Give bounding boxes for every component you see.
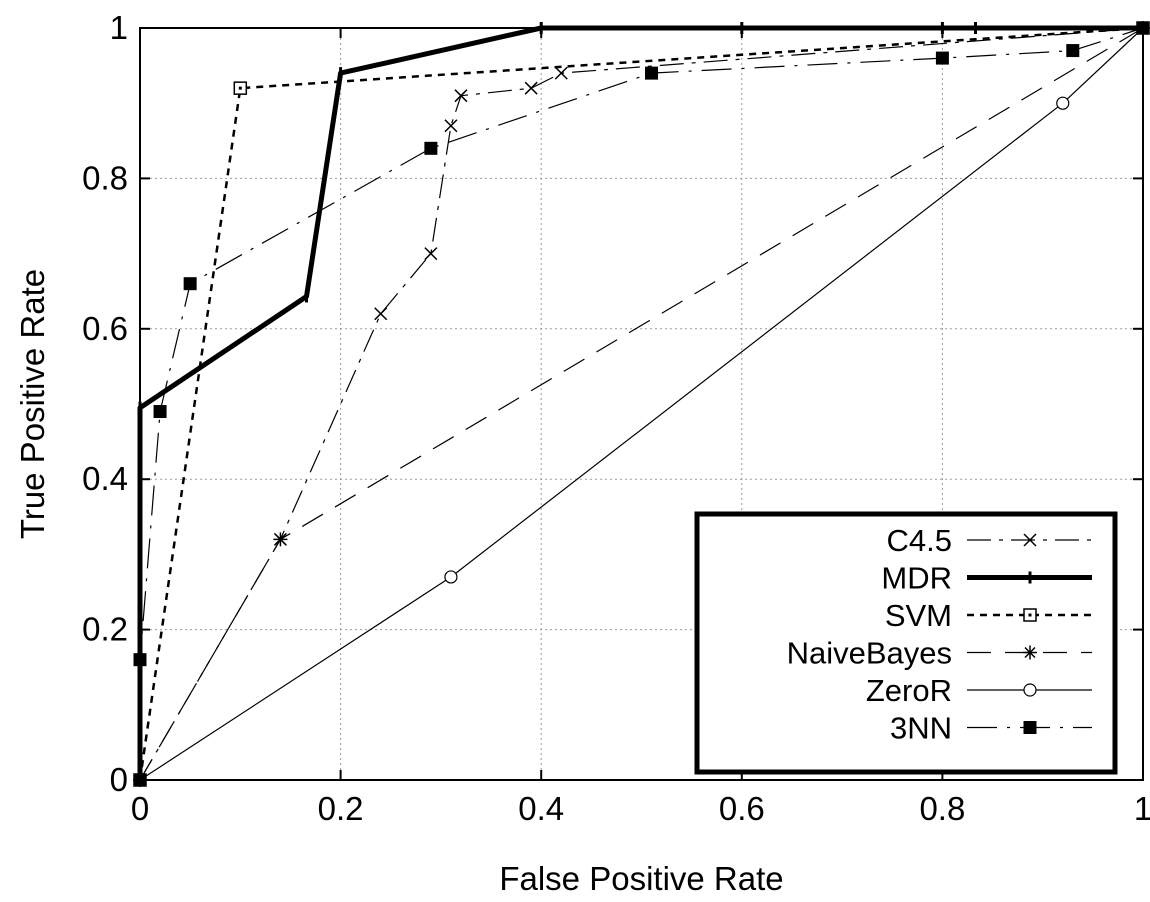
data-point-3nn-6 <box>935 51 949 65</box>
data-point-c4-5-3 <box>424 247 438 261</box>
series-line-mdr <box>137 25 1143 780</box>
x-tick-label: 0 <box>131 790 149 827</box>
legend-box <box>694 511 1118 775</box>
legend-marker-naivebayes-shape <box>1023 645 1037 660</box>
data-point-c4-5-5-shape <box>454 89 468 103</box>
data-point-3nn-0-shape <box>133 773 147 787</box>
data-point-3nn-4 <box>424 141 438 155</box>
series-line-svm <box>138 26 1144 781</box>
data-point-3nn-2 <box>153 405 167 419</box>
data-point-c4-5-2 <box>374 307 388 321</box>
y-tick-label: 0 <box>110 761 128 798</box>
series-line-3nn <box>139 27 1144 780</box>
data-point-svm-1-dot <box>238 86 242 90</box>
data-point-3nn-4-shape <box>424 141 438 155</box>
data-point-c4-5-6 <box>524 81 538 95</box>
y-tick-label: 0.4 <box>82 460 128 497</box>
legend-label-3nn: 3NN <box>890 711 952 746</box>
data-point-c4-5-4-shape <box>444 119 458 133</box>
data-point-c4-5-7 <box>554 66 568 80</box>
x-tick-label: 0.8 <box>919 790 965 827</box>
legend-marker-c4-5 <box>1023 533 1037 547</box>
data-point-3nn-8 <box>1136 21 1150 35</box>
legend-marker-3nn-shape <box>1023 721 1037 734</box>
data-point-zeror-1-shape <box>444 570 458 584</box>
series-line-zeror <box>139 27 1144 781</box>
x-axis-label: False Positive Rate <box>499 860 783 897</box>
y-tick-label: 1 <box>110 9 128 46</box>
y-tick-label: 0.6 <box>82 310 128 347</box>
data-point-c4-5-4 <box>444 119 458 133</box>
legend-marker-svm-dot <box>1028 613 1032 617</box>
data-point-c4-5-6-shape <box>524 81 538 95</box>
legend-marker-svm <box>1023 608 1037 622</box>
data-point-3nn-8-shape <box>1136 21 1150 35</box>
data-point-zeror-2 <box>1056 96 1070 110</box>
data-point-3nn-3-shape <box>183 277 197 291</box>
series-3nn <box>133 21 1150 787</box>
y-tick-label: 0.8 <box>82 159 128 196</box>
series-layer <box>133 21 1150 787</box>
data-point-3nn-7-shape <box>1066 44 1080 58</box>
data-point-naivebayes-1-shape <box>273 532 288 547</box>
legend-marker-zeror <box>1023 683 1037 697</box>
legend-label-svm: SVM <box>885 598 952 633</box>
x-tick-label: 0.6 <box>719 790 765 827</box>
legend-marker-3nn <box>1023 721 1037 734</box>
x-tick-label: 0.2 <box>318 790 364 827</box>
data-point-c4-5-5 <box>454 89 468 103</box>
data-point-3nn-3 <box>183 277 197 291</box>
data-point-svm-1 <box>233 81 248 95</box>
data-point-zeror-2-shape <box>1056 96 1070 110</box>
y-axis-label: True Positive Rate <box>14 269 51 539</box>
data-point-3nn-7 <box>1066 44 1080 58</box>
legend-label-c4-5: C4.5 <box>887 523 952 558</box>
data-point-zeror-1 <box>444 570 458 584</box>
legend-marker-zeror-shape <box>1023 683 1037 697</box>
x-tick-label: 1 <box>1134 790 1150 827</box>
data-point-3nn-5-shape <box>645 66 659 80</box>
data-point-3nn-1-shape <box>133 653 147 667</box>
data-point-3nn-6-shape <box>935 51 949 65</box>
y-tick-label: 0.2 <box>82 611 128 648</box>
x-tick-label: 0.4 <box>518 790 564 827</box>
legend-label-naivebayes: NaiveBayes <box>787 636 952 671</box>
data-point-3nn-2-shape <box>153 405 167 419</box>
data-point-c4-5-7-shape <box>554 66 568 80</box>
legend-marker-naivebayes <box>1023 645 1037 660</box>
legend-label-zeror: ZeroR <box>866 673 952 708</box>
legend-marker-c4-5-shape <box>1023 533 1037 547</box>
series-line-c4-5 <box>139 27 1144 781</box>
data-point-c4-5-3-shape <box>424 247 438 261</box>
data-point-3nn-0 <box>133 773 147 787</box>
legend-label-mdr: MDR <box>881 561 952 596</box>
data-point-3nn-5 <box>645 66 659 80</box>
data-point-c4-5-2-shape <box>374 307 388 321</box>
data-point-3nn-1 <box>133 653 147 667</box>
data-point-naivebayes-1 <box>273 532 288 547</box>
